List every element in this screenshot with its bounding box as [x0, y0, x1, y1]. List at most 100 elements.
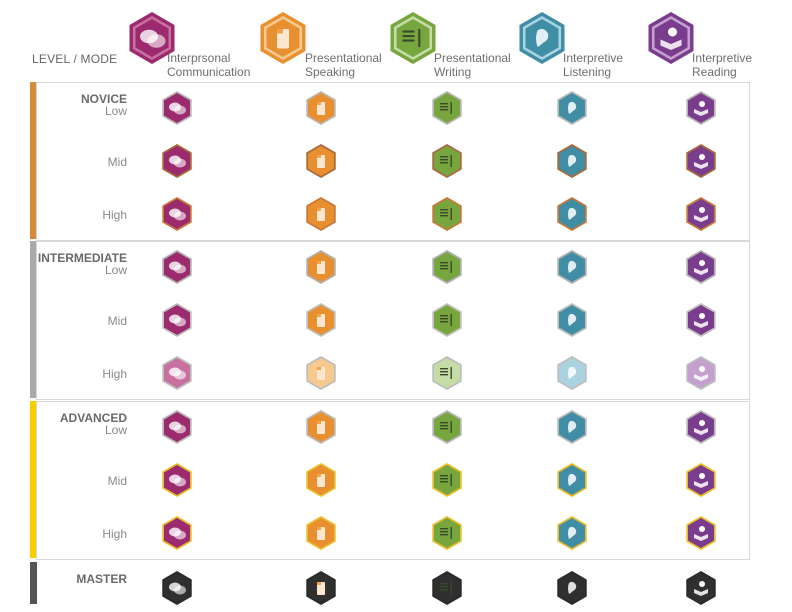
writing-icon — [432, 91, 462, 125]
mode-label-0: Interprsonal Communication — [167, 51, 250, 79]
speech-bubbles-icon — [162, 144, 192, 178]
mode-label-1: Presentational Speaking — [305, 51, 382, 79]
badge-advanced-low-writing — [429, 408, 465, 446]
badge-intermediate-high-ear — [554, 354, 590, 392]
badge-master-ear — [554, 569, 590, 607]
podium-icon — [306, 197, 336, 231]
group-bar-intermediate — [30, 241, 37, 398]
header-badge-reading — [645, 10, 697, 66]
sublevel-novice-high: High — [102, 208, 127, 222]
podium-icon — [306, 571, 336, 605]
reading-icon — [686, 250, 716, 284]
mode-label-4: Interpretive Reading — [692, 51, 752, 79]
sublevel-advanced-low: Low — [104, 423, 127, 437]
group-bar-advanced — [30, 401, 37, 558]
badge-intermediate-mid-speech-bubbles — [159, 301, 195, 339]
writing-icon — [432, 356, 462, 390]
podium-icon — [306, 516, 336, 550]
ear-icon — [519, 12, 565, 64]
writing-icon — [432, 571, 462, 605]
reading-icon — [686, 516, 716, 550]
speech-bubbles-icon — [162, 463, 192, 497]
badge-intermediate-low-ear — [554, 248, 590, 286]
badge-advanced-high-writing — [429, 514, 465, 552]
badge-advanced-low-speech-bubbles — [159, 408, 195, 446]
badge-advanced-high-reading — [683, 514, 719, 552]
badge-novice-mid-reading — [683, 142, 719, 180]
badge-intermediate-high-writing — [429, 354, 465, 392]
writing-icon — [432, 410, 462, 444]
badge-intermediate-low-speech-bubbles — [159, 248, 195, 286]
badge-novice-low-podium — [303, 89, 339, 127]
reading-icon — [686, 410, 716, 444]
ear-icon — [557, 91, 587, 125]
badge-master-podium — [303, 569, 339, 607]
sublevel-intermediate-high: High — [102, 367, 127, 381]
sublevel-novice-low: Low — [104, 104, 127, 118]
podium-icon — [306, 303, 336, 337]
writing-icon — [390, 12, 436, 64]
badge-intermediate-low-podium — [303, 248, 339, 286]
ear-icon — [557, 303, 587, 337]
badge-master-reading — [683, 569, 719, 607]
speech-bubbles-icon — [129, 12, 175, 64]
ear-icon — [557, 250, 587, 284]
group-bar-novice — [30, 82, 37, 239]
speech-bubbles-icon — [162, 516, 192, 550]
mode-label-line2: Communication — [167, 65, 251, 79]
podium-icon — [306, 356, 336, 390]
sublevel-advanced-high: High — [102, 527, 127, 541]
badge-advanced-mid-ear — [554, 461, 590, 499]
podium-icon — [306, 463, 336, 497]
speech-bubbles-icon — [162, 356, 192, 390]
badge-intermediate-mid-reading — [683, 301, 719, 339]
badge-advanced-high-ear — [554, 514, 590, 552]
speech-bubbles-icon — [162, 250, 192, 284]
writing-icon — [432, 303, 462, 337]
badge-novice-mid-ear — [554, 142, 590, 180]
speech-bubbles-icon — [162, 410, 192, 444]
reading-icon — [686, 91, 716, 125]
mode-label-line2: Listening — [563, 65, 612, 79]
mode-label-line1: Interprsonal — [167, 51, 231, 65]
ear-icon — [557, 356, 587, 390]
badge-intermediate-mid-ear — [554, 301, 590, 339]
mode-label-line1: Interpretive — [692, 51, 753, 65]
level-name-novice: NOVICE — [80, 92, 127, 106]
writing-icon — [432, 197, 462, 231]
badge-novice-low-writing — [429, 89, 465, 127]
writing-icon — [432, 463, 462, 497]
sublevel-intermediate-mid: Mid — [107, 314, 127, 328]
badge-intermediate-low-reading — [683, 248, 719, 286]
badge-novice-low-ear — [554, 89, 590, 127]
header-badge-ear — [516, 10, 568, 66]
badge-novice-high-writing — [429, 195, 465, 233]
group-box-intermediate — [36, 241, 750, 400]
speech-bubbles-icon — [162, 303, 192, 337]
group-box-advanced — [36, 401, 750, 560]
badge-novice-mid-writing — [429, 142, 465, 180]
badge-novice-mid-speech-bubbles — [159, 142, 195, 180]
badge-novice-low-reading — [683, 89, 719, 127]
speech-bubbles-icon — [162, 91, 192, 125]
header-badge-speech-bubbles — [126, 10, 178, 66]
badge-advanced-low-podium — [303, 408, 339, 446]
sublevel-intermediate-low: Low — [104, 263, 127, 277]
podium-icon — [260, 12, 306, 64]
badge-novice-mid-podium — [303, 142, 339, 180]
reading-icon — [648, 12, 694, 64]
badge-advanced-mid-writing — [429, 461, 465, 499]
podium-icon — [306, 250, 336, 284]
ear-icon — [557, 571, 587, 605]
mode-label-line2: Reading — [692, 65, 737, 79]
writing-icon — [432, 250, 462, 284]
mode-label-line1: Interpretive — [563, 51, 624, 65]
ear-icon — [557, 463, 587, 497]
reading-icon — [686, 144, 716, 178]
mode-label-line1: Presentational — [434, 51, 511, 65]
ear-icon — [557, 197, 587, 231]
reading-icon — [686, 571, 716, 605]
mode-label-3: Interpretive Listening — [563, 51, 623, 79]
badge-intermediate-high-speech-bubbles — [159, 354, 195, 392]
badge-intermediate-mid-writing — [429, 301, 465, 339]
